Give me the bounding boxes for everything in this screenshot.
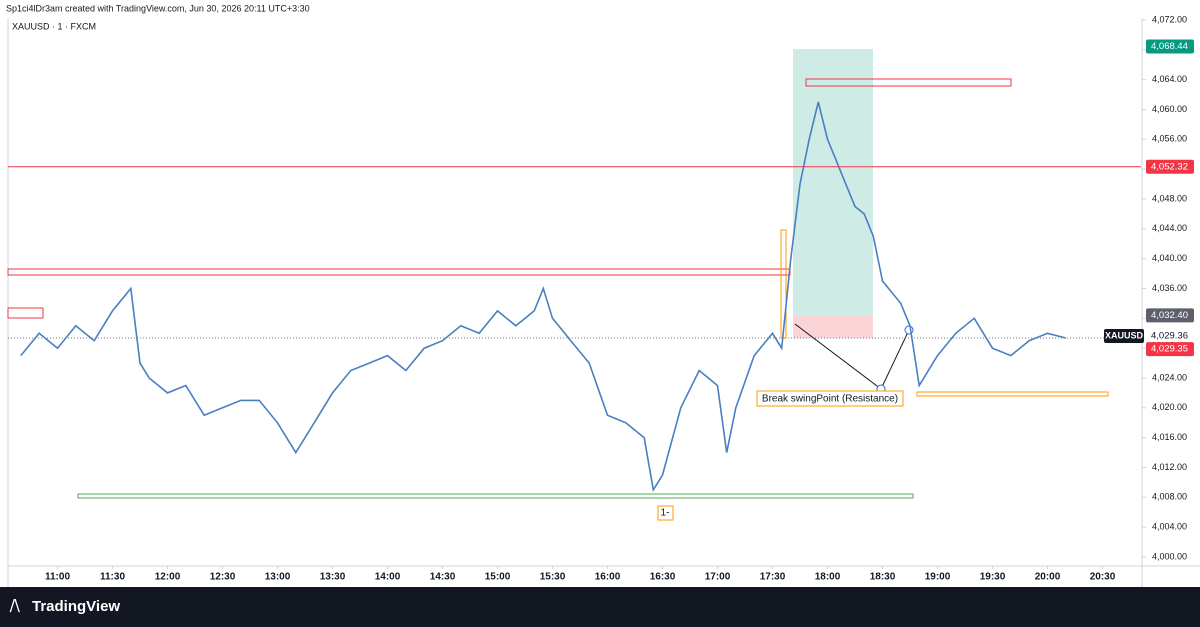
price-label-bg: [1146, 159, 1194, 174]
y-tick-label: 4,060.00: [1152, 104, 1187, 114]
zone-box: [77, 493, 914, 499]
x-tick-label: 16:30: [650, 572, 676, 583]
annotation: Break swingPoint (Resistance): [762, 394, 898, 405]
x-tick-label: 12:30: [210, 572, 236, 583]
y-tick-label: 4,012.00: [1152, 462, 1187, 472]
price-label-bg: [1146, 39, 1194, 54]
y-tick-label: 4,040.00: [1152, 253, 1187, 263]
y-tick-label: 4,016.00: [1152, 432, 1187, 442]
logo: ⧸⧹: [9, 598, 21, 614]
price-line: [20, 101, 1066, 493]
price-label: 4,029.36: [1151, 331, 1188, 342]
price-label: 4,032.40: [1151, 310, 1188, 321]
y-tick-label: 4,072.00: [1152, 14, 1187, 24]
x-tick-label: 17:00: [705, 572, 731, 583]
x-tick-label: 19:30: [980, 572, 1006, 583]
zone-box: [916, 391, 1109, 397]
target-zone: [793, 49, 873, 316]
x-tick-label: 20:00: [1035, 572, 1061, 583]
chart-title: XAUUSD · 1 · FXCM: [12, 21, 96, 31]
zone-box: [805, 78, 1012, 87]
y-tick-label: 4,048.00: [1152, 193, 1187, 203]
annotation-box: [756, 390, 904, 407]
arrow: [794, 323, 882, 390]
y-tick-label: 4,004.00: [1152, 522, 1187, 532]
price-label-bg: [1146, 308, 1194, 323]
y-tick-label: 4,044.00: [1152, 223, 1187, 233]
arrow: [880, 329, 910, 390]
price-label: 4,029.35: [1151, 344, 1188, 355]
price-label: 4,052.32: [1151, 161, 1188, 172]
x-tick-label: 15:00: [485, 572, 511, 583]
price-label: 4,068.44: [1151, 41, 1188, 52]
x-tick-label: 13:30: [320, 572, 346, 583]
x-tick-label: 17:30: [760, 572, 786, 583]
y-tick-label: 4,008.00: [1152, 492, 1187, 502]
symbol-label-bg: [1104, 329, 1144, 344]
brand: TradingView: [32, 598, 120, 615]
x-tick-label: 11:30: [100, 572, 125, 583]
x-tick-label: 20:30: [1090, 572, 1116, 583]
header: Sp1ci4lDr3am created with TradingView.co…: [6, 3, 310, 13]
price-label-bg: [1146, 329, 1194, 344]
x-tick-label: 14:00: [375, 572, 401, 583]
y-tick-label: 4,036.00: [1152, 283, 1187, 293]
x-tick-label: 15:30: [540, 572, 566, 583]
y-tick-label: 4,056.00: [1152, 134, 1187, 144]
x-tick-label: 18:00: [815, 572, 841, 583]
x-tick-label: 18:30: [870, 572, 896, 583]
x-tick-label: 16:00: [595, 572, 621, 583]
x-tick-label: 19:00: [925, 572, 951, 583]
price-label-bg: [1146, 342, 1194, 357]
x-tick-label: 11:00: [45, 572, 70, 583]
annotation-box: [657, 505, 674, 521]
x-tick-label: 12:00: [155, 572, 181, 583]
annotation: 1-: [661, 508, 670, 519]
x-tick-label: 13:00: [265, 572, 291, 583]
y-tick-label: 4,000.00: [1152, 551, 1187, 561]
y-tick-label: 4,024.00: [1152, 372, 1187, 382]
footer-bar: [0, 587, 1200, 627]
symbol-label: XAUUSD: [1105, 330, 1144, 340]
zone-box: [7, 307, 44, 319]
y-tick-label: 4,064.00: [1152, 74, 1187, 84]
y-tick-label: 4,020.00: [1152, 402, 1187, 412]
stop-zone: [793, 316, 873, 338]
x-tick-label: 14:30: [430, 572, 456, 583]
